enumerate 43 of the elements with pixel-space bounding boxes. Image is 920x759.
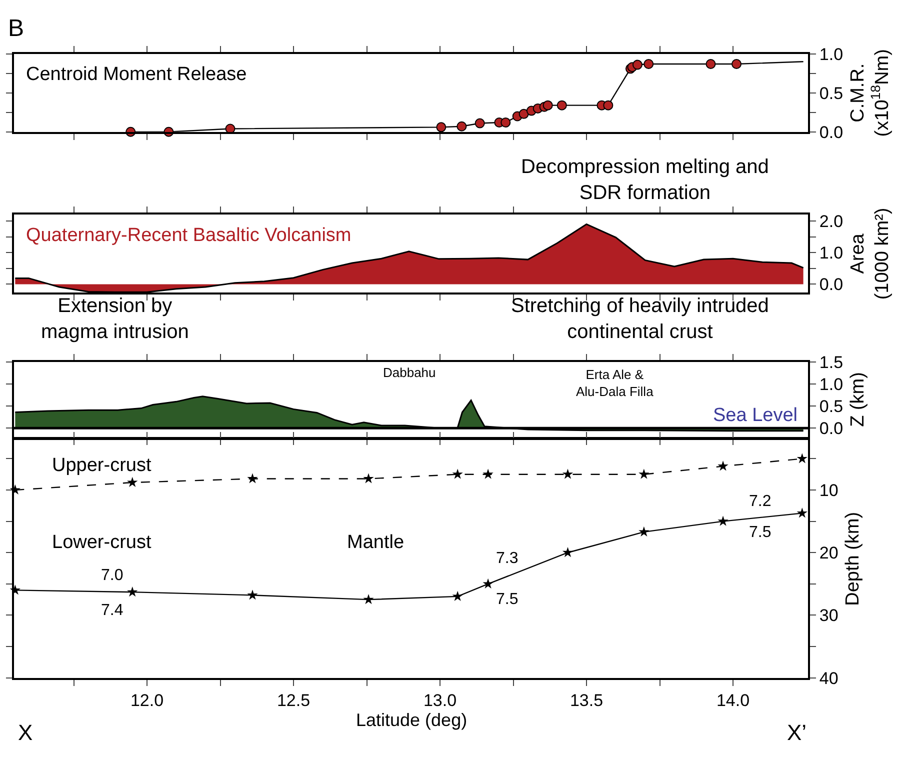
x-tick-label: 14.0 xyxy=(716,691,750,710)
y-axis-title: Z (km) xyxy=(847,372,868,427)
text: Extension by magma intrusion xyxy=(41,295,189,343)
text: Stretching of heavily intruded continental crust xyxy=(511,295,769,343)
text: X xyxy=(18,720,33,745)
y-axis-title: Area (1000 km²) xyxy=(847,208,894,300)
text: Quaternary-Recent Basaltic Volcanism xyxy=(26,225,352,246)
annotation: 7.3 xyxy=(496,550,518,567)
y-tick-label: 0.5 xyxy=(819,397,844,416)
y-tick-label: 0.5 xyxy=(819,84,844,103)
x-tick-label: 12.0 xyxy=(130,691,164,710)
annotation: 7.5 xyxy=(496,591,518,608)
x-tick-label: 13.5 xyxy=(570,691,604,710)
x-axis-title: Latitude (deg) xyxy=(356,710,468,730)
annotation: Erta Ale & Alu-Dala Filla xyxy=(576,367,654,399)
annotation: 7.4 xyxy=(101,602,124,619)
y-tick-label: 1.0 xyxy=(819,244,844,263)
annotation: Upper-crust xyxy=(52,455,152,476)
y-tick-label: 10 xyxy=(819,480,838,500)
y-tick-label: 0.0 xyxy=(819,275,844,294)
text: Decompression melting and SDR formation xyxy=(521,156,769,204)
annotation: 7.0 xyxy=(101,567,124,584)
x-tick-label: 13.0 xyxy=(423,691,457,710)
annotation: Lower-crust xyxy=(52,532,152,553)
y-tick-label: 20 xyxy=(819,544,838,563)
annotation: 7.5 xyxy=(749,524,772,541)
y-tick-label: 1.5 xyxy=(819,352,844,372)
y-tick-label: 1.0 xyxy=(819,374,844,394)
annotation: Dabbahu xyxy=(383,365,436,380)
y-tick-label: 40 xyxy=(819,668,838,688)
text: B xyxy=(8,15,24,42)
y-tick-label: 30 xyxy=(819,606,838,626)
x-tick-label: 12.5 xyxy=(276,691,310,710)
y-tick-label: 0.0 xyxy=(819,419,844,438)
y-tick-label: 2.0 xyxy=(819,212,844,231)
text: X’ xyxy=(787,720,807,745)
y-tick-label: 1.0 xyxy=(819,44,844,64)
ref-line-label: Sea Level xyxy=(713,405,798,426)
y-tick-label: 0.0 xyxy=(819,122,844,142)
text: Centroid Moment Release xyxy=(26,64,247,85)
annotation: 7.2 xyxy=(749,493,772,510)
annotation: Mantle xyxy=(347,532,404,553)
y-axis-title: Depth (km) xyxy=(842,512,864,606)
